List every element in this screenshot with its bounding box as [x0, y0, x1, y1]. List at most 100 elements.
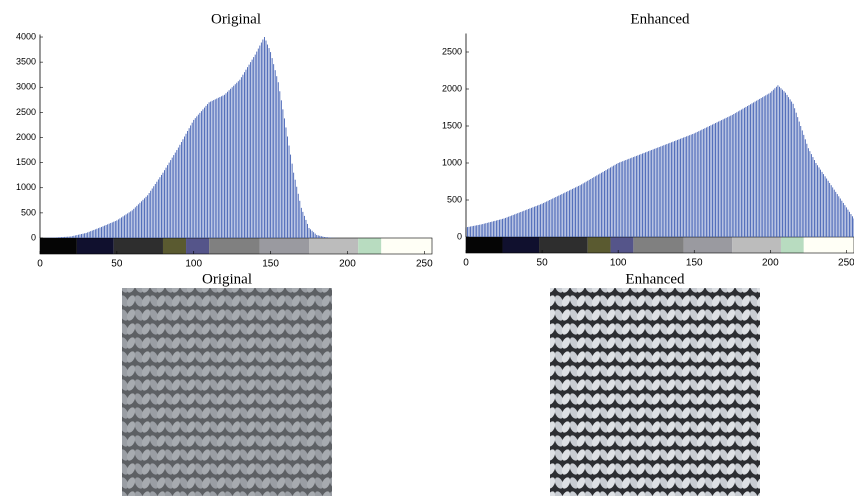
bar	[681, 138, 683, 237]
bar	[157, 179, 159, 238]
bar	[614, 164, 616, 237]
bar	[632, 157, 634, 237]
bar	[817, 165, 818, 237]
bar	[804, 139, 806, 237]
colorbar-band	[40, 238, 77, 254]
bar	[713, 123, 715, 237]
bar	[111, 222, 113, 238]
bar	[294, 179, 296, 238]
bar	[742, 108, 744, 238]
bar	[680, 138, 681, 237]
original-image	[122, 288, 332, 496]
bar	[489, 222, 491, 237]
bar	[852, 216, 853, 237]
bar	[144, 198, 145, 238]
bar	[768, 93, 770, 237]
bar	[184, 136, 185, 238]
bar	[62, 236, 64, 238]
bar	[320, 236, 322, 238]
bar	[242, 74, 244, 238]
bar	[148, 193, 150, 238]
bar	[470, 226, 472, 237]
bar	[818, 167, 820, 237]
colorbar-band	[683, 237, 733, 253]
bar	[628, 158, 630, 237]
bar	[538, 204, 540, 237]
bar	[686, 136, 688, 237]
bar	[740, 109, 742, 237]
bar	[578, 185, 580, 237]
bar	[517, 213, 519, 237]
bar	[600, 172, 602, 237]
bar	[488, 222, 490, 237]
bar	[94, 229, 96, 238]
bar	[228, 90, 230, 238]
bar	[756, 100, 758, 237]
bar	[170, 160, 172, 238]
image-title: Original	[202, 271, 252, 287]
bar	[789, 99, 791, 237]
bar	[660, 146, 662, 237]
bar	[815, 163, 817, 237]
bar	[810, 154, 812, 237]
bar	[276, 76, 278, 238]
bar	[87, 232, 89, 238]
bar	[231, 87, 233, 238]
colorbar-band	[76, 238, 114, 254]
bar	[502, 218, 503, 237]
bar	[497, 220, 499, 237]
bar	[658, 147, 660, 237]
bar	[299, 200, 301, 238]
bar	[128, 212, 130, 238]
bar	[707, 126, 709, 237]
bar	[131, 210, 133, 238]
bar	[736, 112, 738, 237]
bar	[716, 122, 718, 237]
bar	[712, 124, 713, 237]
bar	[760, 98, 762, 237]
bar	[477, 225, 479, 237]
bar	[279, 91, 281, 238]
bar	[200, 111, 202, 238]
bar	[156, 181, 158, 238]
bar	[119, 218, 121, 238]
bar	[287, 136, 288, 238]
bar	[689, 135, 691, 237]
bar	[210, 101, 212, 239]
bar	[217, 97, 219, 238]
bar	[524, 210, 526, 237]
bar	[572, 188, 573, 237]
bar	[65, 236, 67, 238]
colorbar-band	[803, 237, 854, 253]
bar	[715, 123, 716, 237]
bar	[90, 231, 92, 238]
bar	[216, 98, 218, 238]
bar	[651, 149, 653, 237]
y-tick-label: 500	[447, 194, 462, 204]
bar	[325, 237, 327, 238]
bar	[591, 178, 593, 237]
bar	[483, 223, 485, 237]
bar	[305, 219, 307, 238]
bar	[801, 130, 803, 237]
bar	[267, 44, 268, 239]
bar	[692, 133, 694, 237]
bar	[508, 216, 510, 237]
bar	[176, 150, 178, 238]
colorbar-band	[162, 238, 187, 254]
bar	[91, 230, 93, 238]
bar	[610, 167, 611, 237]
bar	[672, 141, 674, 237]
bar	[556, 196, 558, 237]
bar	[693, 133, 695, 237]
bar	[690, 134, 692, 237]
bar	[233, 85, 235, 238]
bar	[553, 197, 555, 237]
bar	[173, 155, 175, 238]
bar	[300, 207, 302, 238]
bar	[307, 223, 308, 238]
bar	[492, 221, 494, 237]
bar	[579, 185, 581, 237]
bar	[254, 54, 256, 238]
